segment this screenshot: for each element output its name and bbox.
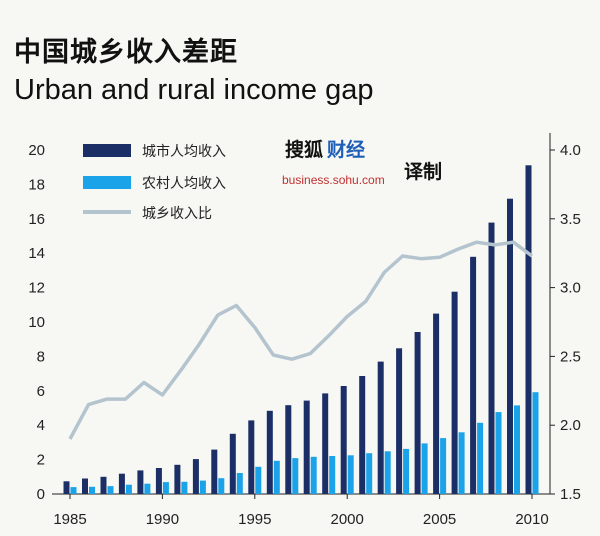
y-right-tick-label: 3.0 — [560, 280, 581, 297]
legend-label-ratio: 城乡收入比 — [142, 206, 212, 222]
bar-rural — [255, 466, 262, 494]
x-tick-label: 1995 — [238, 511, 271, 528]
translated-label: 译制 — [404, 160, 442, 183]
bar-rural — [162, 482, 169, 494]
bar-urban — [100, 476, 107, 494]
bar-rural — [273, 460, 280, 494]
bar-rural — [199, 480, 206, 494]
x-tick-label: 2010 — [515, 511, 548, 528]
bar-urban — [137, 470, 144, 494]
x-tick-label: 1985 — [53, 511, 86, 528]
legend-label-urban: 城市人均收入 — [142, 143, 226, 160]
x-tick-label: 2000 — [331, 511, 364, 528]
bar-rural — [514, 405, 520, 494]
bar-rural — [218, 478, 225, 494]
legend: 城市人均收入 农村人均收入 城乡收入比 — [83, 143, 226, 222]
y-left-tick-label: 12 — [28, 280, 45, 297]
bar-rural — [532, 392, 539, 494]
bar-urban — [322, 393, 329, 494]
bar-urban — [507, 198, 513, 494]
x-ticks-group: 1985 1990 1995 2000 2005 2010 — [53, 494, 549, 528]
y-left-tick-label: 6 — [37, 383, 45, 400]
brand-name-blue: 财经 — [327, 138, 365, 161]
bar-urban — [174, 464, 181, 494]
bar-urban — [451, 291, 458, 494]
y-right-tick-label: 4.0 — [560, 142, 581, 159]
y-right-tick-label: 2.5 — [560, 348, 581, 365]
bar-rural — [403, 448, 410, 494]
bar-rural — [477, 422, 484, 494]
bar-urban — [211, 449, 218, 494]
bar-urban — [229, 433, 236, 494]
bar-urban — [340, 386, 347, 494]
bar-rural — [329, 456, 336, 494]
bar-urban — [377, 361, 384, 494]
y-left-tick-label: 0 — [37, 486, 45, 503]
y-left-tick-label: 2 — [37, 452, 45, 469]
y-right-tick-label: 2.0 — [560, 417, 581, 434]
bar-urban — [285, 405, 292, 494]
y-left-tick-label: 8 — [37, 348, 45, 365]
bar-urban — [248, 420, 255, 494]
bar-rural — [107, 486, 114, 494]
bar-rural — [310, 456, 317, 494]
y-left-tick-label: 14 — [28, 245, 45, 262]
bar-rural — [89, 486, 95, 494]
bars-group — [63, 165, 539, 495]
brand-url: business.sohu.com — [282, 173, 385, 187]
bar-urban — [414, 332, 421, 494]
y-left-tick-label: 10 — [28, 314, 45, 331]
bar-urban — [488, 222, 495, 494]
legend-swatch-urban — [83, 144, 131, 157]
bar-rural — [181, 481, 188, 494]
bar-rural — [347, 455, 354, 494]
bar-urban — [192, 459, 199, 494]
bar-urban — [82, 478, 88, 494]
bar-urban — [433, 313, 440, 494]
bar-urban — [470, 256, 477, 494]
y-right-ticks-group: 1.5 2.0 2.5 3.0 3.5 4.0 — [550, 142, 581, 503]
bar-urban — [118, 473, 125, 494]
bar-rural — [125, 484, 132, 494]
y-right-tick-label: 1.5 — [560, 486, 581, 503]
bar-urban — [396, 348, 403, 494]
sohu-watermark: 搜狐 财经 business.sohu.com 译制 — [282, 138, 442, 187]
y-left-tick-label: 4 — [37, 417, 45, 434]
bar-urban — [525, 165, 532, 495]
bar-urban — [63, 481, 70, 494]
bar-rural — [292, 458, 299, 494]
y-left-tick-label: 18 — [28, 176, 45, 193]
y-right-tick-label: 3.5 — [560, 211, 581, 228]
bar-rural — [440, 438, 447, 494]
chart-title-chinese: 中国城乡收入差距 — [14, 37, 238, 68]
bar-rural — [495, 412, 502, 494]
x-tick-label: 2005 — [423, 511, 456, 528]
bar-rural — [421, 443, 428, 494]
bar-urban — [303, 400, 310, 494]
bar-urban — [155, 468, 162, 494]
bar-rural — [366, 453, 373, 494]
bar-rural — [384, 451, 391, 494]
y-left-tick-label: 16 — [28, 211, 45, 228]
chart-title-english: Urban and rural income gap — [14, 74, 374, 106]
bar-rural — [144, 483, 151, 494]
bar-urban — [266, 410, 273, 494]
legend-label-rural: 农村人均收入 — [142, 176, 226, 192]
bar-rural — [236, 473, 243, 494]
ratio-line-group — [68, 240, 534, 440]
y-left-ticks-group: 0 2 4 6 8 10 12 14 16 18 20 — [28, 142, 45, 503]
brand-name-dark: 搜狐 — [285, 138, 323, 161]
y-left-tick-label: 20 — [28, 142, 45, 159]
bar-rural — [70, 487, 77, 494]
x-tick-label: 1990 — [146, 511, 179, 528]
bar-urban — [359, 376, 366, 494]
legend-swatch-rural — [83, 176, 131, 189]
ratio-line — [68, 240, 534, 440]
bar-rural — [458, 432, 465, 494]
